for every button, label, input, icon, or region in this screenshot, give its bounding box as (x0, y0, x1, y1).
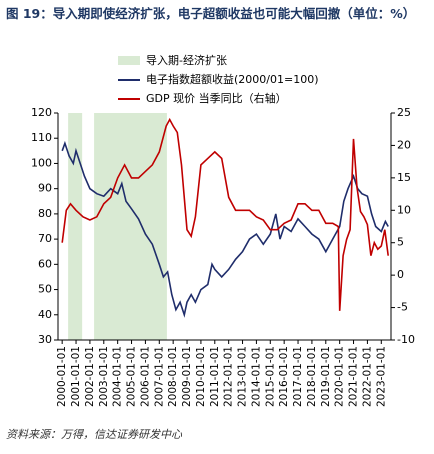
x-tick-label: 2008-01-01 (167, 346, 179, 407)
x-tick-label: 2003-01-01 (98, 346, 110, 407)
y2-tick-label: 20 (397, 138, 411, 151)
x-tick-label: 2006-01-01 (139, 346, 151, 407)
x-tick-label: 2022-01-01 (361, 346, 373, 407)
x-tick-label: 2023-01-01 (375, 346, 387, 407)
x-tick-label: 2005-01-01 (126, 346, 138, 407)
y2-tick-label: 0 (397, 268, 404, 281)
y-tick-label: 30 (38, 333, 52, 346)
y-tick-label: 90 (38, 182, 52, 195)
x-tick-label: 2010-01-01 (195, 346, 207, 407)
x-tick-label: 2014-01-01 (250, 346, 262, 407)
x-tick-label: 2018-01-01 (306, 346, 318, 407)
y-tick-label: 40 (38, 308, 52, 321)
legend-label: 电子指数超额收益(2000/01=100) (146, 72, 319, 86)
y2-tick-label: 25 (397, 106, 411, 119)
chart-title: 图 19：导入期即使经济扩张，电子超额收益也可能大幅回撤（单位：%） (6, 6, 416, 21)
y-tick-label: 100 (31, 156, 52, 169)
y2-tick-label: 5 (397, 236, 404, 249)
legend-label: 导入期-经济扩张 (146, 53, 227, 67)
shaded-period (68, 113, 83, 340)
x-tick-label: 2002-01-01 (84, 346, 96, 407)
series-line (61, 117, 389, 311)
x-tick-label: 2000-01-01 (56, 346, 68, 407)
x-tick-label: 2015-01-01 (264, 346, 276, 407)
x-tick-label: 2017-01-01 (292, 346, 304, 407)
legend-label: GDP 现价 当季同比（右轴） (146, 91, 287, 105)
y-tick-label: 120 (31, 106, 52, 119)
x-tick-label: 2020-01-01 (334, 346, 346, 407)
x-tick-label: 2013-01-01 (237, 346, 249, 407)
y-tick-label: 70 (38, 232, 52, 245)
x-tick-label: 2016-01-01 (278, 346, 290, 407)
y2-tick-label: -10 (397, 333, 415, 346)
x-tick-label: 2004-01-01 (112, 346, 124, 407)
y-tick-label: 110 (31, 131, 52, 144)
x-tick-label: 2001-01-01 (70, 346, 82, 407)
x-tick-label: 2021-01-01 (348, 346, 360, 407)
x-tick-label: 2007-01-01 (153, 346, 165, 407)
legend-swatch (118, 56, 140, 65)
y-tick-label: 60 (38, 257, 52, 270)
y2-tick-label: 10 (397, 203, 411, 216)
x-tick-label: 2012-01-01 (223, 346, 235, 407)
y-tick-label: 80 (38, 207, 52, 220)
shaded-period (94, 113, 167, 340)
x-tick-label: 2011-01-01 (209, 346, 221, 407)
series-line (61, 140, 389, 318)
x-tick-label: 2009-01-01 (181, 346, 193, 407)
source-note: 资料来源：万得，信达证券研发中心 (6, 428, 182, 441)
y2-tick-label: -5 (397, 301, 408, 314)
y2-tick-label: 15 (397, 171, 411, 184)
y-tick-label: 50 (38, 283, 52, 296)
x-tick-label: 2019-01-01 (320, 346, 332, 407)
